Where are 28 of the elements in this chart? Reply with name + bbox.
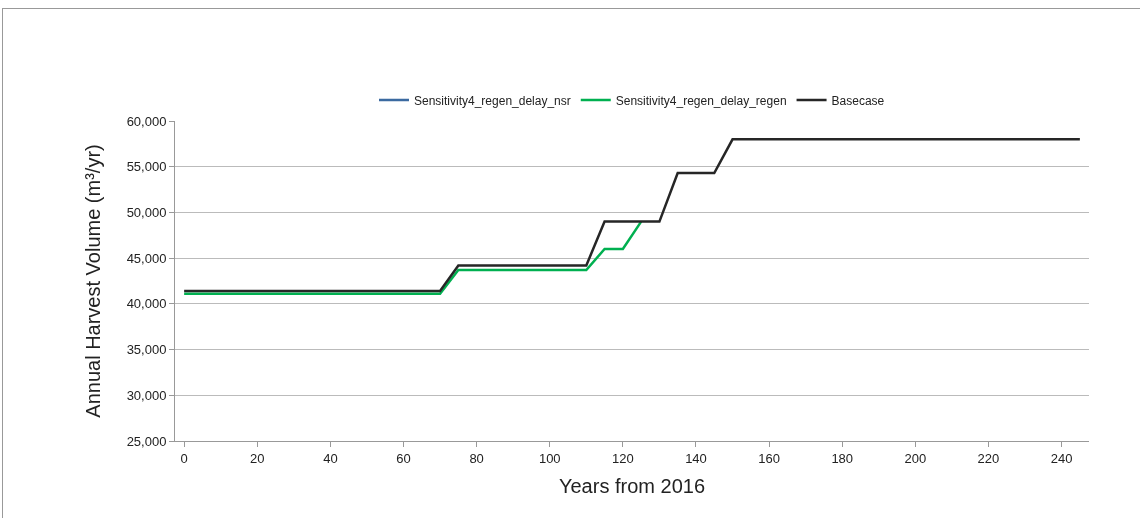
x-tick-label: 0 [180, 450, 188, 466]
y-tick-label: 40,000 [126, 296, 167, 312]
x-tick-label: 240 [1050, 450, 1073, 466]
y-axis-title: Annual Harvest Volume (m³/yr) [82, 144, 105, 418]
y-tick-label: 60,000 [126, 113, 167, 129]
x-tick-label: 140 [685, 450, 707, 466]
x-tick-label: 40 [323, 450, 338, 466]
legend-label: Sensitivity4_regen_delay_nsr [414, 93, 571, 108]
line-series [182, 220, 643, 296]
x-tick-label: 160 [758, 450, 780, 466]
x-axis-title: Years from 2016 [558, 475, 706, 498]
y-tick-label: 55,000 [126, 159, 167, 175]
x-tick-label: 100 [538, 450, 561, 466]
y-tick-label: 45,000 [126, 250, 167, 266]
y-tick-label: 50,000 [126, 204, 167, 220]
line-series [182, 138, 1082, 293]
y-tick-label: 25,000 [126, 433, 167, 449]
y-tick-label: 35,000 [126, 342, 167, 358]
x-tick-label: 220 [977, 450, 1000, 466]
x-tick-label: 60 [396, 450, 411, 466]
legend-label: Sensitivity4_regen_delay_regen [615, 93, 787, 108]
x-tick-label: 180 [831, 450, 854, 466]
legend-label: Basecase [831, 93, 885, 108]
x-tick-label: 120 [612, 450, 634, 466]
x-tick-label: 200 [904, 450, 927, 466]
x-tick-label: 80 [469, 450, 484, 466]
x-tick-label: 20 [250, 450, 265, 466]
y-tick-label: 30,000 [126, 387, 167, 403]
